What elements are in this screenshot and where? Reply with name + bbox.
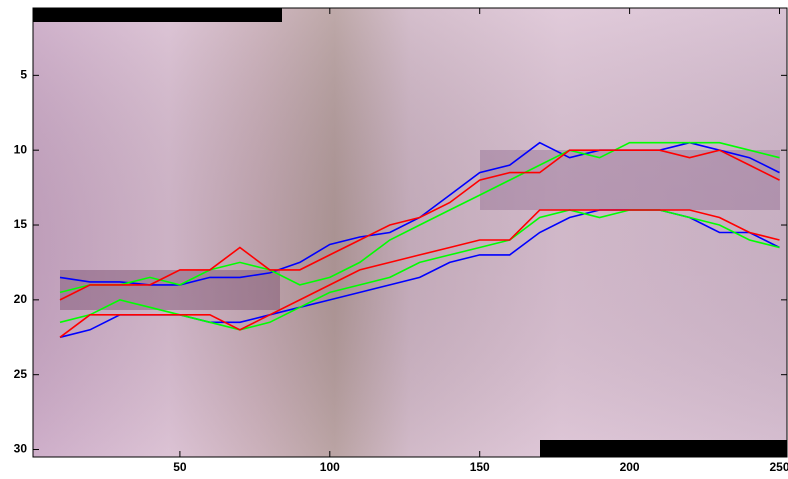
y-tick-label: 30	[14, 442, 28, 456]
y-tick-label: 15	[14, 217, 28, 231]
x-tick-label: 200	[620, 460, 640, 474]
data-line	[59, 141, 780, 294]
y-tick-label: 25	[14, 367, 28, 381]
x-tick-label: 150	[470, 460, 490, 474]
data-line	[59, 209, 780, 338]
image-dark-band	[480, 150, 780, 210]
y-tick-label: 5	[20, 68, 27, 82]
image-black-bar	[33, 8, 282, 22]
image-black-bar	[540, 440, 787, 457]
axes-box	[32, 7, 788, 458]
x-tick-label: 100	[320, 460, 340, 474]
data-line	[59, 149, 780, 301]
x-tick-label: 50	[173, 460, 187, 474]
y-tick-label: 20	[14, 292, 28, 306]
image-shade	[33, 8, 787, 457]
x-tick-label: 250	[769, 460, 788, 474]
y-tick-label: 10	[14, 142, 28, 156]
